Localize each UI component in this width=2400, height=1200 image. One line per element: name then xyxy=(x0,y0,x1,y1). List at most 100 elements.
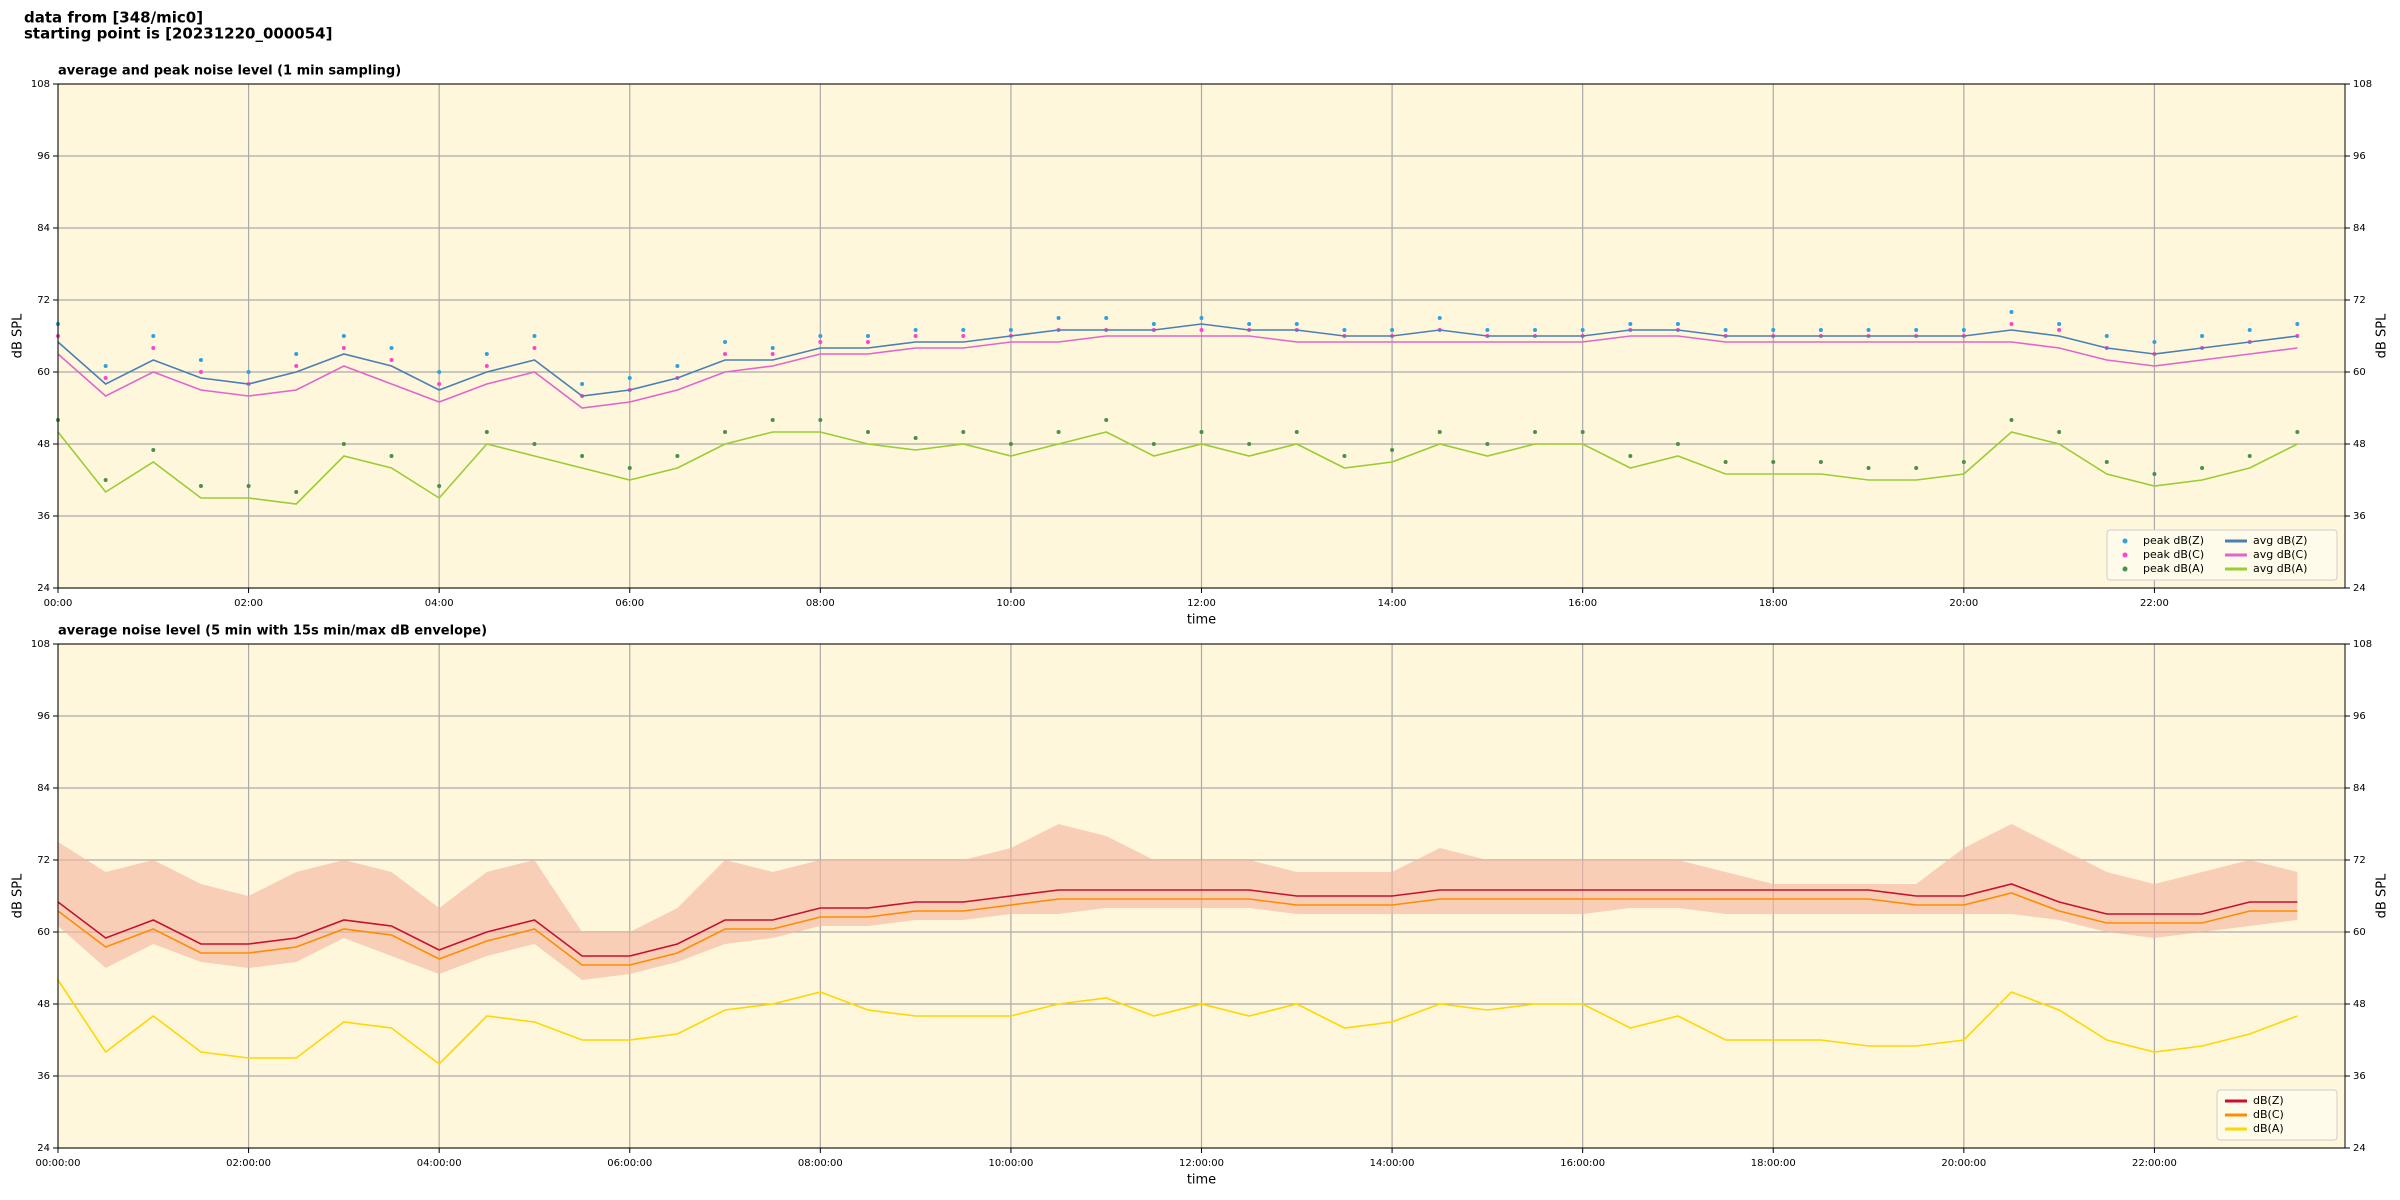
peak-point xyxy=(2247,328,2252,332)
peak-point xyxy=(1342,328,1347,332)
y2-tick-label: 84 xyxy=(2353,223,2366,234)
peak-point xyxy=(723,352,728,356)
peak-point xyxy=(1437,430,1442,434)
peak-point xyxy=(1104,418,1109,422)
legend-swatch xyxy=(2122,552,2128,558)
y2-tick-label: 24 xyxy=(2353,583,2366,594)
peak-point xyxy=(151,346,156,350)
y2-tick-label: 36 xyxy=(2353,1071,2366,1082)
legend-box xyxy=(2106,529,2338,581)
x-tick-label: 04:00 xyxy=(425,598,454,609)
peak-point xyxy=(341,346,346,350)
peak-point xyxy=(1390,448,1395,452)
peak-point xyxy=(1914,466,1919,470)
y2-tick-label: 60 xyxy=(2353,367,2366,378)
x-axis-label: time xyxy=(1187,1173,1216,1188)
peak-point xyxy=(294,352,299,356)
peak-point xyxy=(1580,430,1585,434)
peak-point xyxy=(2295,322,2300,326)
peak-point xyxy=(1675,322,1680,326)
series-line xyxy=(57,431,2298,505)
peak-point xyxy=(580,454,585,458)
envelope xyxy=(58,824,2298,980)
x-tick-label: 04:00:00 xyxy=(417,1158,462,1169)
peak-point xyxy=(1008,442,1013,446)
peak-point xyxy=(389,454,394,458)
peak-point xyxy=(1485,328,1490,332)
legend-swatch xyxy=(2122,566,2128,572)
peak-point xyxy=(532,346,537,350)
peak-point xyxy=(865,340,870,344)
legend-swatch xyxy=(2122,538,2128,544)
y2-tick-label: 96 xyxy=(2353,711,2366,722)
peak-point xyxy=(103,364,108,368)
x-tick-label: 06:00:00 xyxy=(607,1158,652,1169)
peak-point xyxy=(913,328,918,332)
peak-point xyxy=(1914,328,1919,332)
peak-point xyxy=(246,370,251,374)
peak-point xyxy=(1628,322,1633,326)
peak-point xyxy=(913,334,918,338)
peak-point xyxy=(151,448,156,452)
peak-point xyxy=(484,364,489,368)
peak-point xyxy=(580,382,585,386)
peak-point xyxy=(2057,328,2062,332)
x-tick-label: 08:00:00 xyxy=(798,1158,843,1169)
x-tick-label: 20:00 xyxy=(1949,598,1978,609)
y2-tick-label: 48 xyxy=(2353,439,2366,450)
chart-title: average and peak noise level (1 min samp… xyxy=(58,64,401,79)
peak-point xyxy=(961,334,966,338)
x-tick-label: 12:00 xyxy=(1187,598,1216,609)
peak-point xyxy=(675,364,680,368)
x-tick-label: 06:00 xyxy=(615,598,644,609)
peak-point xyxy=(2009,310,2014,314)
peak-point xyxy=(437,370,442,374)
x-tick-label: 00:00:00 xyxy=(36,1158,81,1169)
peak-point xyxy=(1580,328,1585,332)
peak-point xyxy=(1866,328,1871,332)
peak-point xyxy=(2295,430,2300,434)
y-axis-label: dB SPL xyxy=(11,873,26,918)
y2-axis-label: dB SPL xyxy=(2375,873,2390,918)
plot-frame xyxy=(57,83,2346,589)
peak-point xyxy=(1247,322,1252,326)
peak-point xyxy=(341,334,346,338)
peak-point xyxy=(1628,454,1633,458)
peak-point xyxy=(1294,430,1299,434)
y-tick-label: 72 xyxy=(37,855,50,866)
series-line xyxy=(57,883,2298,957)
peak-point xyxy=(389,358,394,362)
legend-label: avg dB(Z) xyxy=(2253,534,2307,547)
legend-label: peak dB(Z) xyxy=(2143,534,2204,547)
peak-point xyxy=(865,334,870,338)
peak-point xyxy=(1199,328,1204,332)
peak-point xyxy=(484,352,489,356)
peak-point xyxy=(865,430,870,434)
peak-point xyxy=(1961,328,1966,332)
peak-point xyxy=(294,364,299,368)
x-tick-label: 18:00 xyxy=(1759,598,1788,609)
x-tick-label: 10:00:00 xyxy=(988,1158,1033,1169)
y2-tick-label: 108 xyxy=(2353,639,2372,650)
y-tick-label: 84 xyxy=(37,223,50,234)
peak-point xyxy=(818,334,823,338)
peak-point xyxy=(532,442,537,446)
peak-point xyxy=(1866,466,1871,470)
peak-point xyxy=(1437,316,1442,320)
y-tick-label: 72 xyxy=(37,295,50,306)
peak-point xyxy=(2152,472,2157,476)
peak-point xyxy=(437,382,442,386)
peak-point xyxy=(961,328,966,332)
peak-point xyxy=(913,436,918,440)
chart-title: average noise level (5 min with 15s min/… xyxy=(58,624,487,639)
y-tick-label: 48 xyxy=(37,999,50,1010)
x-tick-label: 16:00:00 xyxy=(1560,1158,1605,1169)
x-axis-label: time xyxy=(1187,613,1216,628)
peak-point xyxy=(1199,316,1204,320)
series-line xyxy=(57,892,2298,966)
peak-point xyxy=(818,418,823,422)
y2-tick-label: 72 xyxy=(2353,295,2366,306)
y-tick-label: 60 xyxy=(37,367,50,378)
